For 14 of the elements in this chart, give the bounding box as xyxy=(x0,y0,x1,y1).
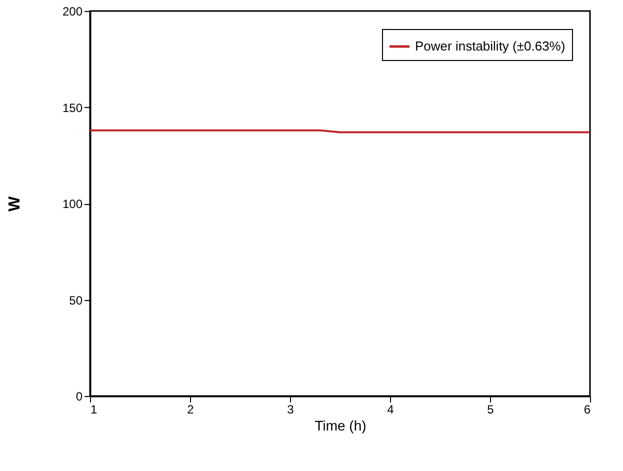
y-tick-label: 200 xyxy=(62,4,83,18)
x-tick-label: 4 xyxy=(387,402,394,416)
x-tick-label: 2 xyxy=(187,402,194,416)
x-tick-label: 5 xyxy=(487,402,494,416)
y-tick-label: 100 xyxy=(62,197,83,211)
x-tick-label: 1 xyxy=(90,402,98,416)
y-tick-label: 50 xyxy=(69,293,83,308)
y-axis-title: W xyxy=(6,196,24,212)
y-tick-label: 150 xyxy=(62,100,83,115)
legend-label: Power instability (±0.63%) xyxy=(415,38,566,54)
y-tick-label: 0 xyxy=(76,390,83,404)
x-tick-label: 3 xyxy=(287,402,294,416)
x-tick-label: 6 xyxy=(584,402,591,416)
x-axis-title: Time (h) xyxy=(314,418,366,434)
